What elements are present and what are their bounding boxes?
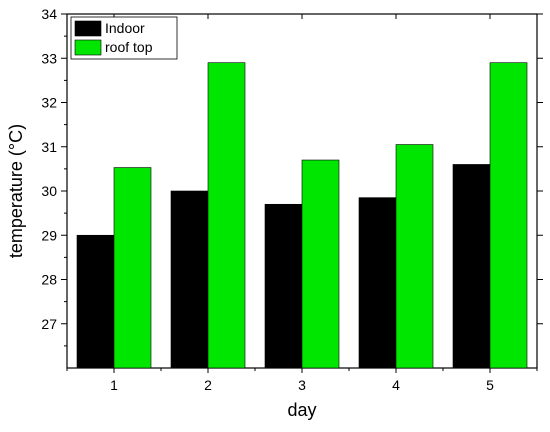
legend-swatch-roof-top	[74, 39, 102, 56]
bar-indoor-day-1	[76, 234, 115, 369]
y-tick-label: 27	[41, 316, 57, 332]
bars-group	[76, 62, 528, 369]
y-tick-label: 29	[41, 227, 57, 243]
legend: Indoor roof top	[70, 16, 178, 60]
x-axis-title: day	[287, 400, 316, 420]
legend-label-indoor: Indoor	[105, 20, 145, 36]
x-axis: 1 2 3 4 5	[66, 14, 538, 393]
y-axis-title: temperature (°C)	[6, 124, 26, 258]
x-tick-label: 3	[298, 377, 306, 393]
x-tick-label: 2	[204, 377, 212, 393]
y-tick-label: 28	[41, 272, 57, 288]
bar-roof-top-day-3	[301, 159, 340, 369]
y-tick-label: 30	[41, 183, 57, 199]
bar-indoor-day-3	[264, 203, 303, 369]
legend-swatch-indoor	[74, 20, 102, 37]
bar-roof-top-day-5	[489, 62, 528, 369]
y-tick-label: 32	[41, 95, 57, 111]
legend-label-roof-top: roof top	[105, 39, 153, 55]
bar-indoor-day-2	[170, 190, 209, 369]
y-tick-label: 33	[41, 50, 57, 66]
bar-indoor-day-5	[452, 164, 491, 369]
x-tick-label: 4	[392, 377, 400, 393]
y-tick-label: 34	[41, 6, 57, 22]
bar-indoor-day-4	[358, 197, 397, 369]
x-tick-label: 1	[110, 377, 118, 393]
bar-roof-top-day-2	[207, 62, 246, 369]
x-tick-label: 5	[486, 377, 494, 393]
bar-roof-top-day-1	[113, 167, 152, 369]
bar-roof-top-day-4	[395, 144, 434, 369]
y-tick-label: 31	[41, 139, 57, 155]
y-axis: 27 28 29 30 31 32 33 34	[41, 6, 543, 347]
